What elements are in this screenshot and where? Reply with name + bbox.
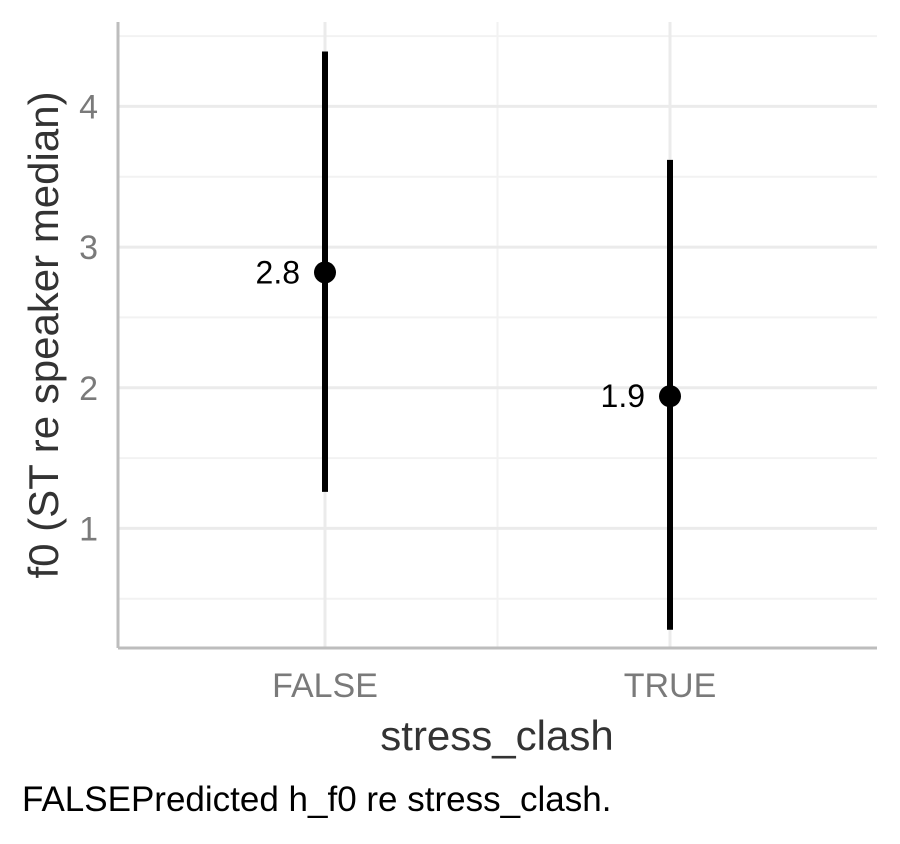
grid-minor — [118, 22, 877, 648]
y-axis-title: f0 (ST re speaker median) — [20, 91, 67, 578]
x-axis-title: stress_clash — [380, 712, 613, 759]
x-tick-labels: FALSE TRUE — [272, 667, 716, 705]
data-points — [314, 261, 681, 408]
data-label: 2.8 — [256, 254, 300, 290]
y-tick-label: 1 — [79, 510, 98, 548]
figure-caption: FALSEPredicted h_f0 re stress_clash. — [22, 780, 612, 819]
y-tick-label: 3 — [79, 229, 98, 267]
x-tick-label: TRUE — [624, 667, 717, 705]
data-labels: 2.8 1.9 — [256, 254, 645, 414]
y-tick-label: 4 — [79, 88, 98, 126]
axes — [116, 22, 877, 650]
data-point — [314, 261, 336, 284]
x-tick-label: FALSE — [272, 667, 378, 705]
data-label: 1.9 — [601, 378, 645, 414]
data-point — [659, 385, 681, 408]
y-tick-labels: 1 2 3 4 — [79, 88, 98, 548]
y-tick-label: 2 — [79, 370, 98, 408]
